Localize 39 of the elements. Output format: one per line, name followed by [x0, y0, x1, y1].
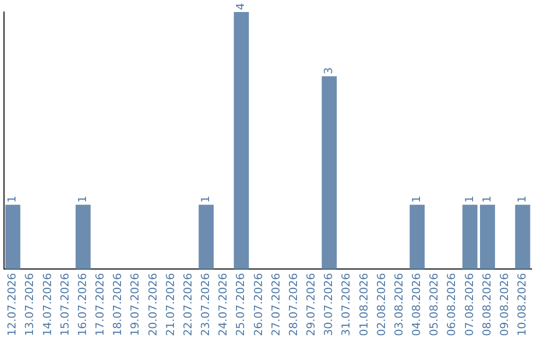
data-label: 1	[199, 196, 212, 203]
data-label: 1	[76, 196, 89, 203]
x-tick-label: 09.08.2026	[498, 273, 511, 336]
x-tick-label: 23.07.2026	[199, 273, 212, 336]
x-tick-label: 20.07.2026	[146, 273, 160, 336]
data-label: 4	[234, 3, 248, 10]
x-tick-label: 29.07.2026	[304, 273, 318, 336]
x-tick-label: 17.07.2026	[94, 273, 107, 336]
x-tick-label: 15.07.2026	[58, 273, 72, 336]
x-tick-label: 07.08.2026	[462, 273, 476, 336]
data-label: 1	[480, 196, 494, 203]
x-tick-label: 16.07.2026	[76, 273, 89, 336]
x-tick-label: 03.08.2026	[392, 273, 406, 336]
x-tick-label: 31.07.2026	[340, 273, 353, 336]
x-tick-label: 28.07.2026	[286, 273, 300, 336]
data-label: 1	[516, 196, 529, 203]
data-label: 3	[322, 67, 336, 74]
x-tick-label: 12.07.2026	[6, 273, 19, 336]
x-tick-label: 01.08.2026	[357, 273, 370, 336]
x-tick-label: 22.07.2026	[181, 273, 194, 336]
x-tick-label: 04.08.2026	[410, 273, 424, 336]
x-tick-label: 27.07.2026	[269, 273, 282, 336]
x-tick-label: 06.08.2026	[445, 273, 458, 336]
x-tick-label: 14.07.2026	[40, 273, 54, 336]
x-tick-label: 30.07.2026	[322, 273, 336, 336]
x-tick-label: 02.08.2026	[374, 273, 388, 336]
x-tick-label: 10.08.2026	[516, 273, 529, 336]
x-tick-label: 13.07.2026	[23, 273, 36, 336]
data-label: 1	[462, 196, 476, 203]
x-tick-label: 19.07.2026	[128, 273, 142, 336]
x-tick-label: 24.07.2026	[216, 273, 230, 336]
x-tick-label: 18.07.2026	[111, 273, 124, 336]
x-tick-label: 21.07.2026	[164, 273, 177, 336]
data-label: 1	[6, 196, 19, 203]
x-tick-label: 25.07.2026	[234, 273, 248, 336]
x-tick-label: 08.08.2026	[480, 273, 494, 336]
x-tick-label: 05.08.2026	[428, 273, 441, 336]
data-label: 1	[410, 196, 424, 203]
x-tick-label: 26.07.2026	[252, 273, 265, 336]
